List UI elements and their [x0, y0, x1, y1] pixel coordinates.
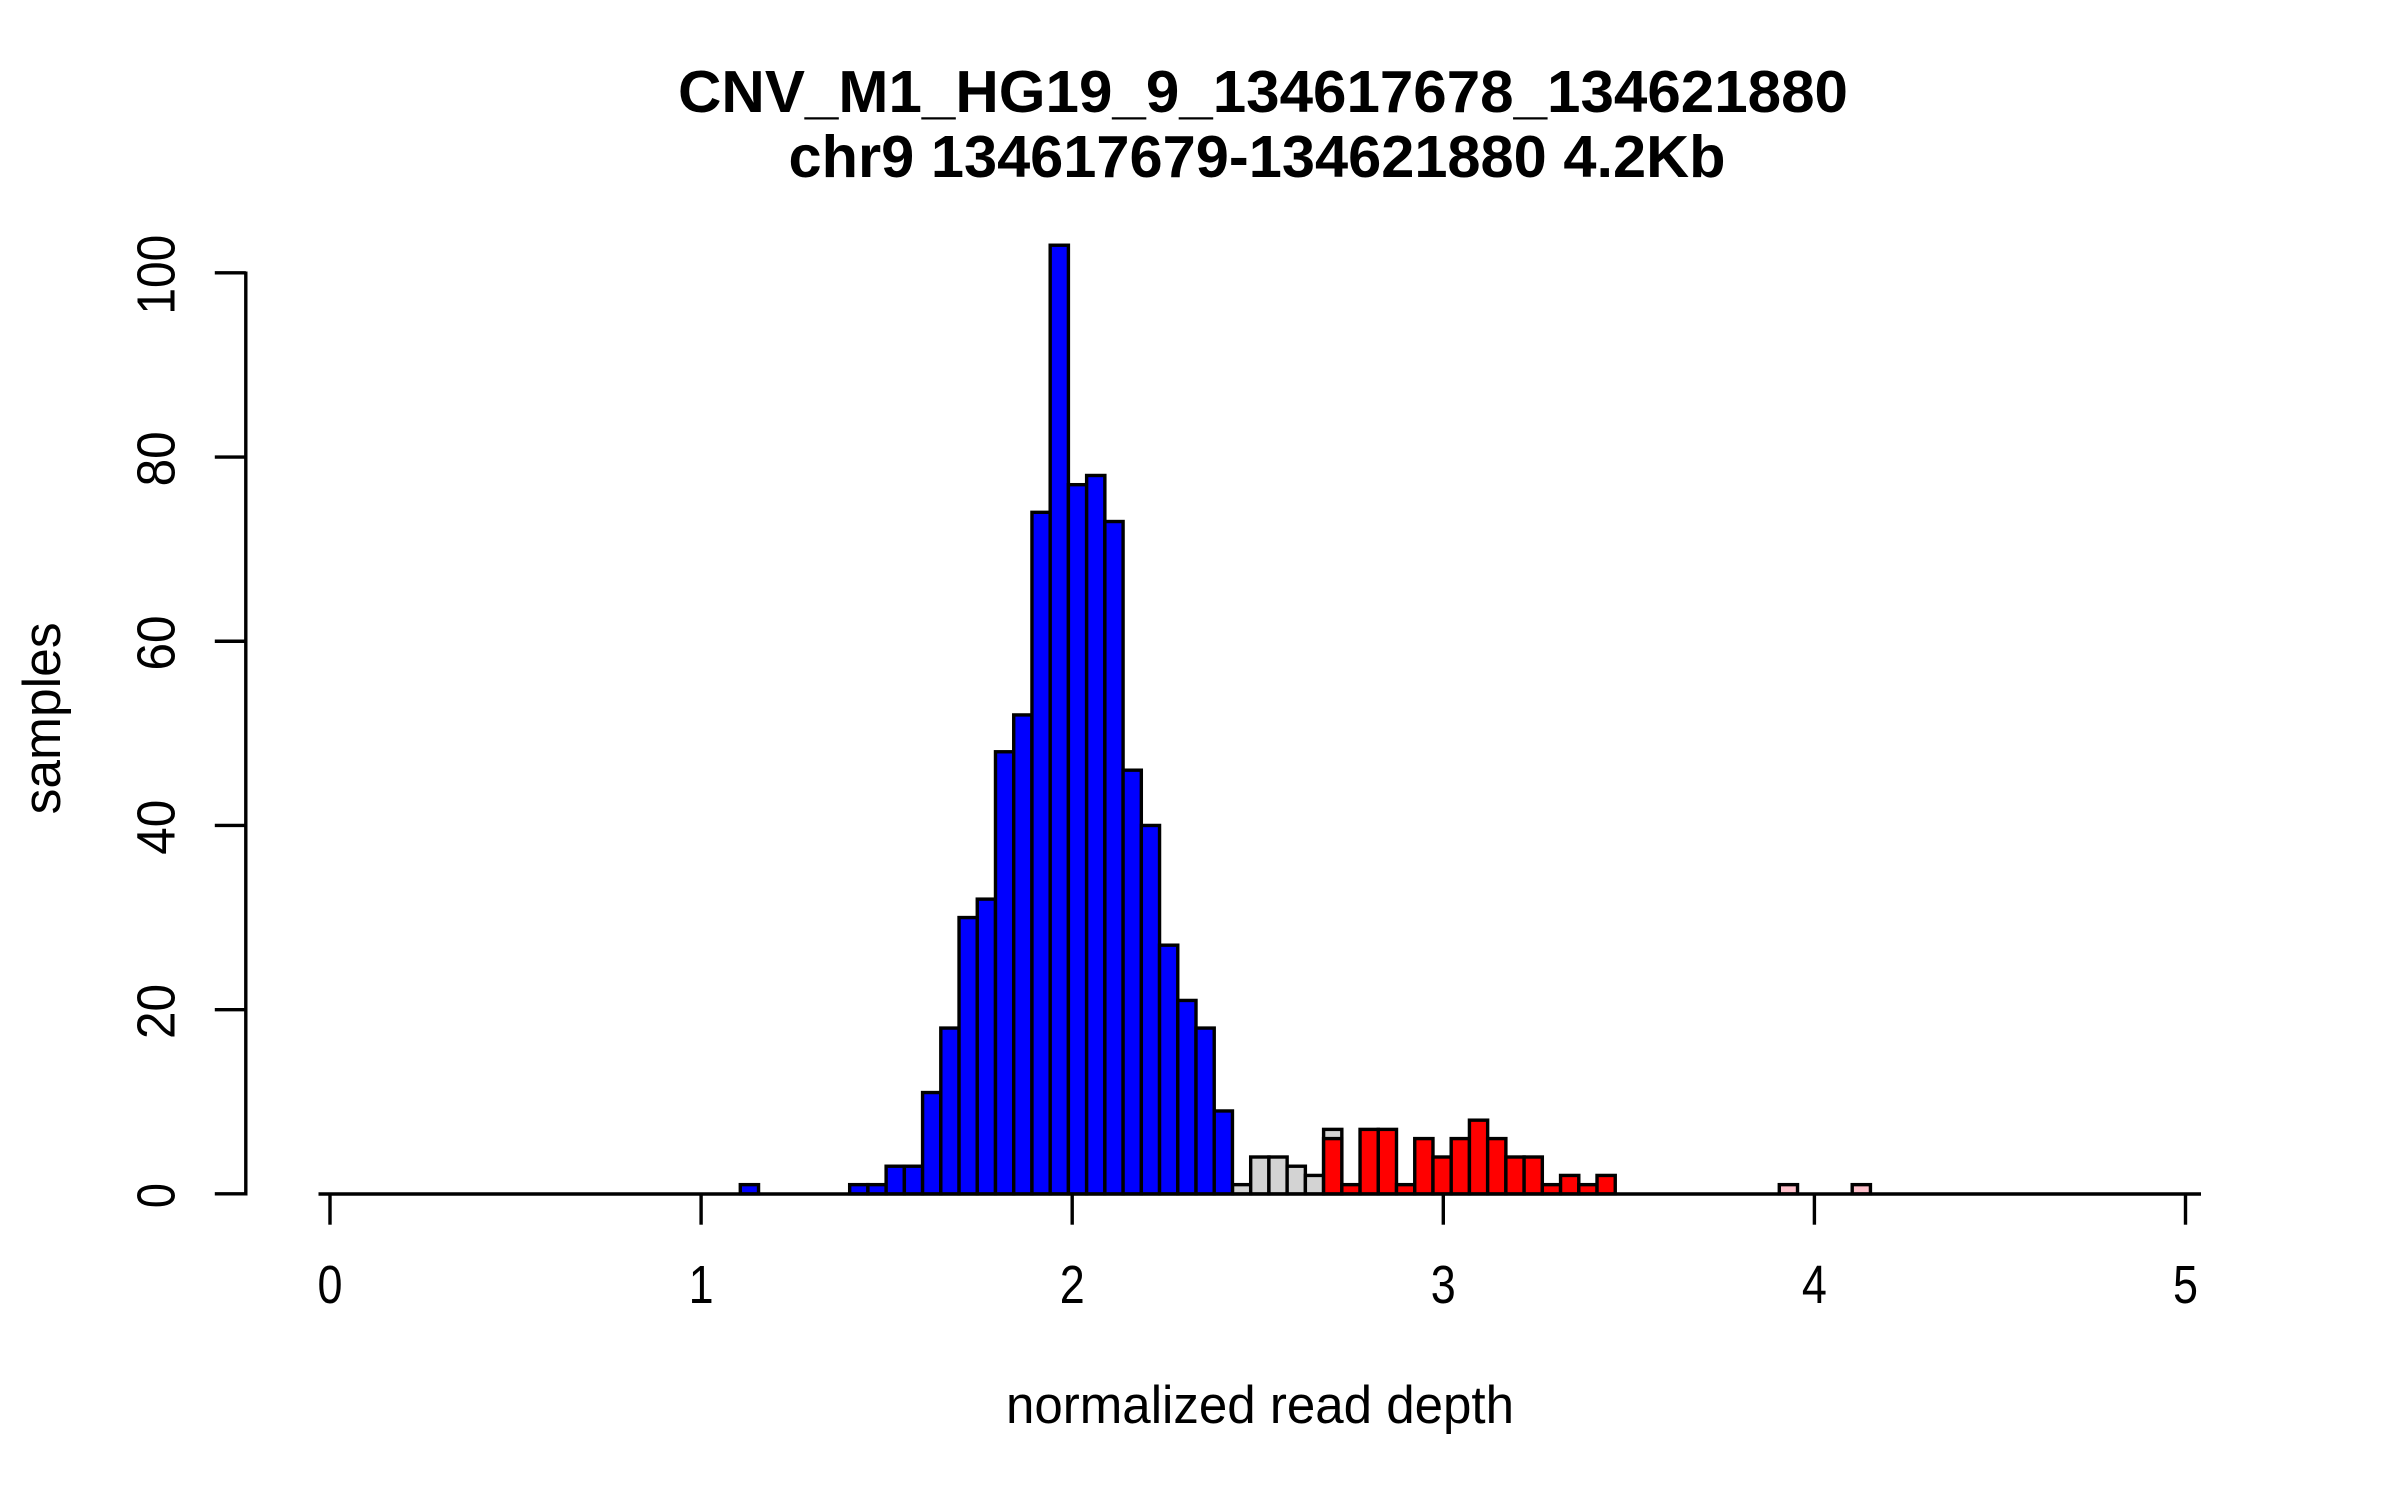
svg-text:5: 5	[2173, 1255, 2198, 1315]
svg-text:normalized read depth: normalized read depth	[1006, 1376, 1514, 1435]
svg-text:20: 20	[127, 984, 187, 1039]
svg-text:CNV_M1_HG19_9_134617678_134621: CNV_M1_HG19_9_134617678_134621880	[678, 58, 1848, 125]
svg-text:0: 0	[127, 1183, 187, 1208]
svg-text:40: 40	[127, 800, 187, 855]
svg-text:3: 3	[1431, 1255, 1456, 1315]
svg-text:4: 4	[1802, 1255, 1827, 1315]
svg-text:chr9 134617679-134621880 4.2Kb: chr9 134617679-134621880 4.2Kb	[789, 123, 1726, 190]
svg-text:0: 0	[318, 1255, 343, 1315]
svg-text:2: 2	[1060, 1255, 1085, 1315]
svg-text:samples: samples	[13, 622, 72, 814]
svg-text:1: 1	[689, 1255, 714, 1315]
svg-text:60: 60	[127, 616, 187, 671]
svg-text:100: 100	[127, 235, 187, 315]
svg-text:80: 80	[127, 431, 187, 486]
